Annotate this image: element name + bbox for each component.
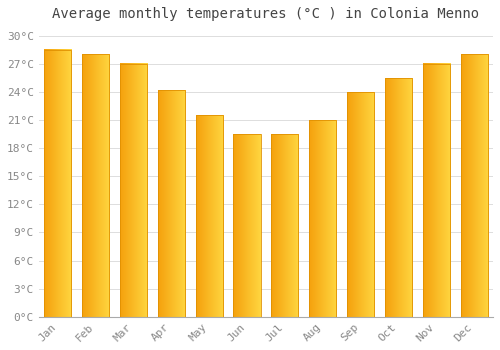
Bar	[44, 50, 72, 317]
Bar	[82, 54, 109, 317]
Bar	[385, 78, 412, 317]
Title: Average monthly temperatures (°C ) in Colonia Menno: Average monthly temperatures (°C ) in Co…	[52, 7, 480, 21]
Bar	[271, 134, 298, 317]
Bar	[158, 90, 185, 317]
Bar	[422, 64, 450, 317]
Bar	[309, 120, 336, 317]
Bar	[347, 92, 374, 317]
Bar	[120, 64, 147, 317]
Bar	[460, 54, 488, 317]
Bar	[234, 134, 260, 317]
Bar	[196, 115, 223, 317]
